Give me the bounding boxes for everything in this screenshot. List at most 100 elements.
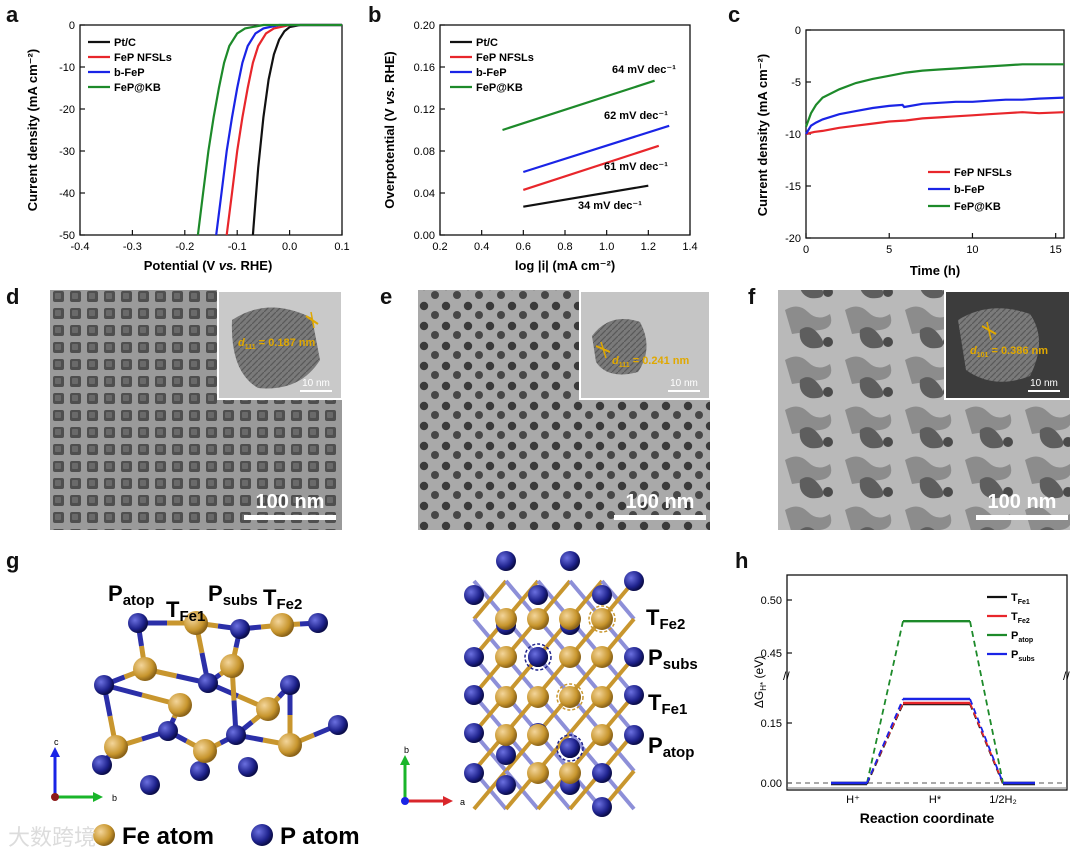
chart-b-ytick-label: 0.20 bbox=[414, 20, 435, 32]
chart-c-ytick-label: -15 bbox=[785, 181, 801, 193]
chart-c-series-bfep bbox=[805, 96, 1065, 135]
chart-a-ytick-label: -30 bbox=[59, 146, 75, 158]
d-spacing-f-sub: 101 bbox=[977, 352, 989, 359]
panel-label-a: a bbox=[6, 2, 19, 27]
fe-atom bbox=[133, 657, 157, 681]
p-atom-right bbox=[464, 647, 484, 667]
label-r0-sub: Fe2 bbox=[659, 616, 685, 633]
chart-b-xtick-label: 1.4 bbox=[682, 241, 697, 253]
axis-a-label: a bbox=[460, 797, 465, 807]
label-p-atop-main: P bbox=[108, 581, 123, 606]
chart-b-ylabel: Overpotential (V vs. RHE) bbox=[382, 51, 397, 209]
label-t-fe2-sub: Fe2 bbox=[276, 596, 302, 613]
fe-atom-right bbox=[527, 686, 549, 708]
watermark: 大数跨境 bbox=[8, 825, 96, 850]
axis-b-label-left: b bbox=[112, 793, 117, 803]
label-p-subs-main: P bbox=[208, 581, 223, 606]
scalebar-e bbox=[614, 515, 706, 520]
chart-c-xtick-label: 15 bbox=[1050, 244, 1062, 256]
chart-b-legend-label: Pt/C bbox=[476, 37, 498, 49]
chart-h-ylabel: ΔGH* (eV) bbox=[752, 656, 768, 708]
site-marker-tfe2 bbox=[588, 605, 616, 633]
chart-c-series-nfsl bbox=[805, 111, 1065, 136]
chart-b-ytick-label: 0.00 bbox=[414, 230, 435, 242]
panel-label-g: g bbox=[6, 548, 20, 573]
chart-a-xtick-label: -0.1 bbox=[228, 241, 247, 253]
chart-a-xtick-label: -0.2 bbox=[175, 241, 194, 253]
chart-h-legend-label: Patop bbox=[1011, 630, 1033, 644]
p-atom-right bbox=[592, 797, 612, 817]
site-marker-patop bbox=[556, 734, 584, 762]
label-t-fe1-right: TFe1 bbox=[648, 690, 687, 718]
label-p-atop-sub: atop bbox=[123, 592, 155, 609]
chart-c-ytick-label: 0 bbox=[795, 25, 801, 37]
label-r2-sub: Fe1 bbox=[661, 701, 687, 718]
lattice-mark-d2 bbox=[310, 311, 315, 329]
chart-b-ytick-label: 0.12 bbox=[414, 104, 435, 116]
p-atom bbox=[158, 721, 178, 741]
chart-c-xtick-label: 10 bbox=[966, 244, 978, 256]
chart-a-xtick-label: -0.4 bbox=[71, 241, 90, 253]
fe-atom-legend-icon bbox=[93, 824, 115, 846]
left-structure-bonds bbox=[100, 620, 339, 772]
panel-label-b: b bbox=[368, 2, 382, 27]
chart-a-ytick-label: -50 bbox=[59, 230, 75, 242]
chart-b-ytick-label: 0.08 bbox=[414, 146, 435, 158]
p-atom bbox=[226, 725, 246, 745]
chart-b-legend-label: b-FeP bbox=[476, 67, 507, 79]
inset-scale-f: 10 nm bbox=[1030, 378, 1058, 389]
d-spacing-e: d111 = 0.241 nm bbox=[612, 355, 689, 369]
panel-label-d: d bbox=[6, 284, 20, 309]
chart-a-xtick-label: 0.1 bbox=[334, 241, 349, 253]
chart-b: 0.2 0.4 0.6 0.8 1.0 1.2 1.4 0.00 0.04 0.08 0.12 0.1… bbox=[382, 20, 698, 273]
lattice-mark-e2 bbox=[600, 341, 607, 359]
fe-atom-right bbox=[495, 724, 517, 746]
chart-a-ytick-label: -10 bbox=[59, 62, 75, 74]
p-atom-legend-icon bbox=[251, 824, 273, 846]
chart-h-ytick-label: 0.45 bbox=[761, 648, 782, 660]
label-r1-sub: subs bbox=[663, 656, 698, 673]
chart-a-legend-label: b-FeP bbox=[114, 67, 145, 79]
chart-a-xlabel: Potential (V vs. RHE) bbox=[144, 258, 273, 273]
p-atom-right bbox=[624, 725, 644, 745]
p-atom bbox=[190, 761, 210, 781]
fe-atom bbox=[184, 611, 208, 635]
label-p-subs-sub: subs bbox=[223, 592, 258, 609]
chart-a-series-ptc bbox=[251, 23, 342, 236]
chart-a-series-bfep bbox=[215, 23, 342, 236]
panel-label-c: c bbox=[728, 2, 741, 27]
p-atom-right bbox=[496, 745, 516, 765]
p-atom-right bbox=[496, 775, 516, 795]
label-r0-main: T bbox=[646, 605, 660, 630]
p-atom bbox=[140, 775, 160, 795]
p-atom bbox=[280, 675, 300, 695]
chart-h: 0.00 0.15 0.45 0.50 // // H⁺ H* 1/2H₂ TFe1 TFe2 Pa… bbox=[752, 574, 1070, 826]
chart-h-connector-kb bbox=[969, 621, 1004, 784]
fe-atom-right bbox=[495, 608, 517, 630]
d-spacing-f: d101 = 0.386 nm bbox=[970, 345, 1048, 359]
structure-panel: Patop TFe1 Psubs TFe2 c b TFe2 Psubs TFe… bbox=[8, 551, 698, 850]
chart-h-connector-kb bbox=[866, 621, 904, 784]
chart-h-legend-label: TFe1 bbox=[1011, 592, 1030, 606]
panel-label-f: f bbox=[748, 284, 756, 309]
chart-a-legend-label: Pt/C bbox=[114, 37, 136, 49]
p-atom-right bbox=[464, 723, 484, 743]
fe-atom-right bbox=[559, 646, 581, 668]
fe-atom bbox=[168, 693, 192, 717]
site-marker-psubs bbox=[524, 643, 552, 671]
chart-c-xtick-label: 0 bbox=[803, 244, 809, 256]
label-t-fe1-sub: Fe1 bbox=[179, 608, 205, 625]
lattice-mark-f2 bbox=[986, 321, 992, 341]
inset-scalebar-d bbox=[300, 390, 332, 392]
label-t-fe1-main: T bbox=[166, 597, 180, 622]
chart-h-frame bbox=[786, 574, 1068, 791]
chart-a-legend-label: FeP NFSLs bbox=[114, 52, 172, 64]
label-p-atop-right: Patop bbox=[648, 733, 694, 761]
fe-atom-right bbox=[495, 646, 517, 668]
fe-atom-right bbox=[559, 762, 581, 784]
label-t-fe2-main: T bbox=[263, 585, 277, 610]
d-spacing-e-value: = 0.241 nm bbox=[630, 355, 690, 367]
chart-c: 0 5 10 150-5-10-15-20 FeP NFSLsb-FePFeP@KB … bbox=[755, 25, 1065, 278]
p-atom-right bbox=[464, 585, 484, 605]
chart-h-xlabel: Reaction coordinate bbox=[860, 810, 995, 826]
